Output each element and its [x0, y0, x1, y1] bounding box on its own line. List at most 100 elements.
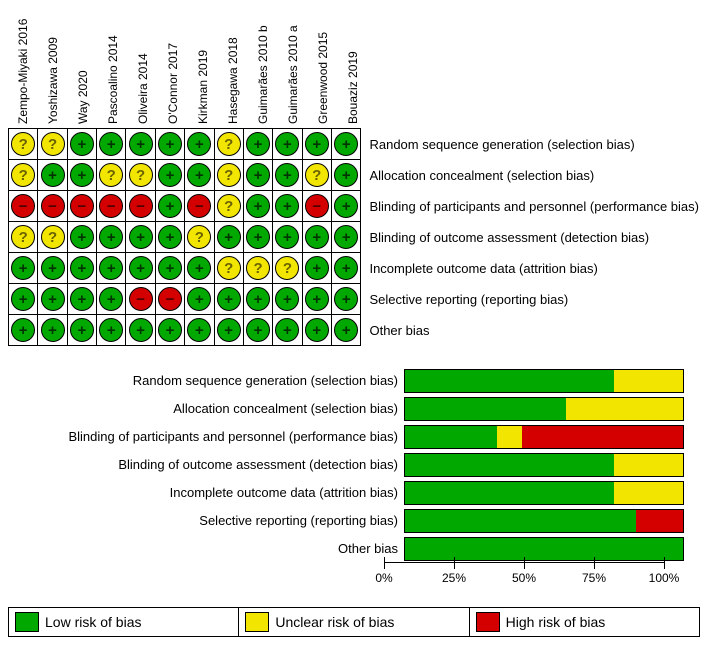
risk-dot-low: + — [187, 318, 211, 342]
risk-cell: − — [126, 284, 155, 315]
risk-dot-low: + — [158, 225, 182, 249]
study-header: Pascoalino 2014 — [98, 8, 128, 128]
study-header: O'Connor 2017 — [158, 8, 188, 128]
risk-cell: + — [302, 129, 331, 160]
risk-cell: + — [67, 253, 96, 284]
risk-dot-low: + — [70, 256, 94, 280]
risk-dot-low: + — [41, 318, 65, 342]
axis-tick — [384, 557, 385, 569]
risk-cell: ? — [126, 160, 155, 191]
risk-cell: + — [9, 315, 38, 346]
study-name: Zempo-Miyaki 2016 — [16, 19, 30, 124]
axis-tick-label: 25% — [442, 571, 466, 585]
risk-cell: + — [155, 222, 184, 253]
chart-row: Blinding of outcome assessment (detectio… — [28, 450, 700, 478]
legend-label: Unclear risk of bias — [275, 614, 394, 630]
legend-swatch — [15, 612, 39, 632]
legend-item: High risk of bias — [470, 608, 699, 636]
risk-cell: − — [38, 191, 67, 222]
bar-segment-high — [522, 425, 684, 449]
risk-cell: + — [67, 222, 96, 253]
risk-dot-low: + — [70, 225, 94, 249]
legend-swatch — [245, 612, 269, 632]
risk-dot-high: − — [158, 287, 182, 311]
study-name: Hasegawa 2018 — [226, 37, 240, 124]
risk-dot-low: + — [334, 287, 358, 311]
risk-dot-low: + — [187, 132, 211, 156]
study-name: Pascoalino 2014 — [106, 35, 120, 124]
risk-dot-low: + — [129, 318, 153, 342]
risk-cell: + — [155, 253, 184, 284]
chart-row: Random sequence generation (selection bi… — [28, 366, 700, 394]
risk-dot-low: + — [217, 318, 241, 342]
chart-row-label: Selective reporting (reporting bias) — [28, 513, 404, 528]
study-header: Zempo-Miyaki 2016 — [8, 8, 38, 128]
risk-dot-high: − — [129, 287, 153, 311]
bar-segment-low — [404, 369, 614, 393]
risk-dot-high: − — [305, 194, 329, 218]
axis-tick-label: 50% — [512, 571, 536, 585]
risk-cell: + — [273, 160, 302, 191]
risk-cell: + — [185, 253, 214, 284]
chart-row-label: Random sequence generation (selection bi… — [28, 373, 404, 388]
axis-tick — [594, 557, 595, 569]
study-header: Kirkman 2019 — [188, 8, 218, 128]
risk-cell: + — [67, 284, 96, 315]
chart-x-axis: 0%25%50%75%100% — [384, 562, 664, 593]
risk-cell: + — [97, 284, 126, 315]
risk-cell: ? — [273, 253, 302, 284]
axis-tick — [454, 557, 455, 569]
study-name: Yoshizawa 2009 — [46, 37, 60, 124]
risk-cell: + — [302, 315, 331, 346]
domain-row-label: Random sequence generation (selection bi… — [361, 129, 700, 160]
risk-cell: ? — [9, 160, 38, 191]
bar-segment-high — [636, 509, 684, 533]
risk-cell: − — [302, 191, 331, 222]
study-name: Greenwood 2015 — [316, 32, 330, 124]
study-name: O'Connor 2017 — [166, 43, 180, 124]
risk-cell: + — [9, 284, 38, 315]
risk-dot-low: + — [158, 256, 182, 280]
study-name: Guimarães 2010 a — [286, 25, 300, 124]
risk-grid: ??+++++?++++Random sequence generation (… — [8, 128, 700, 346]
axis-tick — [524, 557, 525, 569]
study-header: Greenwood 2015 — [308, 8, 338, 128]
risk-dot-unclear: ? — [11, 163, 35, 187]
risk-cell: + — [243, 222, 272, 253]
stacked-bar — [404, 397, 684, 419]
risk-dot-low: + — [158, 163, 182, 187]
risk-cell: ? — [97, 160, 126, 191]
risk-dot-unclear: ? — [217, 256, 241, 280]
chart-row: Other bias — [28, 534, 700, 562]
legend-item: Low risk of bias — [9, 608, 239, 636]
risk-dot-low: + — [246, 194, 270, 218]
risk-cell: + — [9, 253, 38, 284]
risk-dot-low: + — [305, 225, 329, 249]
risk-cell: + — [126, 253, 155, 284]
risk-cell: + — [331, 160, 361, 191]
bar-segment-unclear — [614, 369, 685, 393]
bar-segment-low — [404, 453, 614, 477]
risk-dot-low: + — [305, 318, 329, 342]
risk-dot-low: + — [187, 163, 211, 187]
domain-row-label: Allocation concealment (selection bias) — [361, 160, 700, 191]
risk-dot-low: + — [275, 318, 299, 342]
risk-cell: + — [185, 315, 214, 346]
risk-dot-unclear: ? — [41, 132, 65, 156]
legend-label: High risk of bias — [506, 614, 606, 630]
risk-cell: + — [185, 160, 214, 191]
risk-cell: ? — [9, 129, 38, 160]
risk-dot-low: + — [158, 318, 182, 342]
risk-cell: − — [67, 191, 96, 222]
risk-dot-unclear: ? — [217, 194, 241, 218]
axis-tick — [664, 557, 665, 569]
risk-cell: + — [302, 284, 331, 315]
risk-cell: ? — [185, 222, 214, 253]
study-header: Way 2020 — [68, 8, 98, 128]
risk-dot-high: − — [99, 194, 123, 218]
risk-dot-low: + — [217, 287, 241, 311]
chart-row-label: Blinding of participants and personnel (… — [28, 429, 404, 444]
risk-cell: + — [185, 284, 214, 315]
domain-row-label: Incomplete outcome data (attrition bias) — [361, 253, 700, 284]
risk-cell: ? — [38, 222, 67, 253]
